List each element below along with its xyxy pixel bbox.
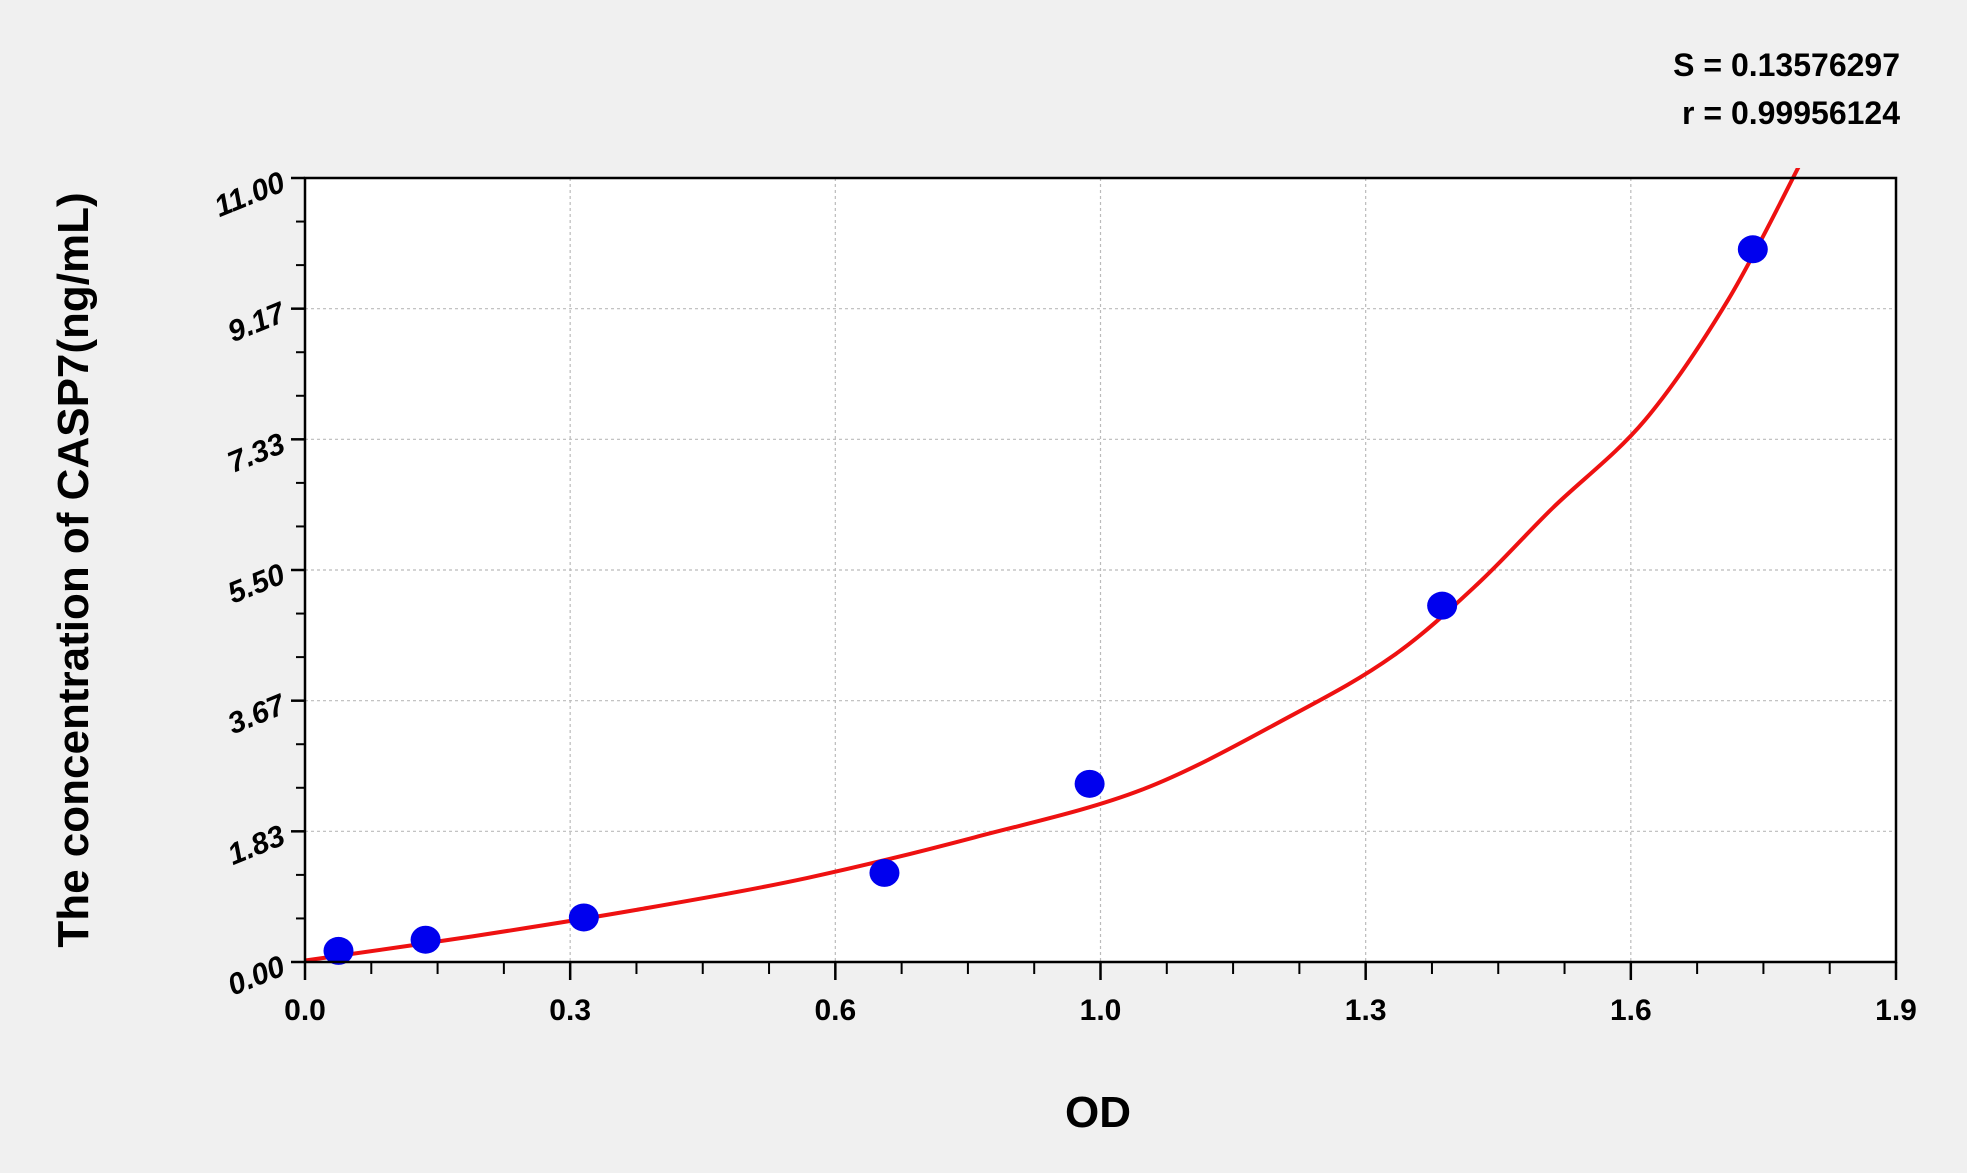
data-point	[410, 925, 441, 954]
data-point	[1074, 769, 1105, 798]
x-tick-label: 1.0	[1080, 994, 1122, 1027]
y-tick-label: 7.33	[223, 427, 290, 480]
y-tick-label: 5.50	[223, 558, 290, 611]
y-tick-label: 9.17	[223, 296, 291, 349]
data-points	[323, 235, 1768, 965]
x-tick-label: 0.3	[549, 994, 591, 1027]
y-axis-label: The concentration of CASP7(ng/mL)	[49, 192, 98, 947]
y-tick-label: 11.00	[210, 166, 290, 224]
x-tick-label: 0.0	[284, 994, 326, 1027]
x-tick-label: 1.3	[1345, 994, 1387, 1027]
y-tick-label: 3.67	[223, 688, 291, 741]
x-axis-label: OD	[1065, 1088, 1131, 1137]
x-tick-label: 0.6	[814, 994, 856, 1027]
ticks	[291, 176, 1898, 980]
fit-curve	[305, 168, 1801, 962]
x-tick-label: 1.6	[1610, 994, 1652, 1027]
y-tick-label: 1.83	[223, 819, 290, 872]
data-point	[323, 936, 354, 965]
data-point	[568, 903, 599, 932]
x-tick-label: 1.9	[1875, 994, 1917, 1027]
plot-border	[303, 176, 1898, 964]
stat-r: r = 0.99956124	[1682, 95, 1900, 131]
data-point	[1427, 591, 1458, 620]
y-tick-label: 0.00	[223, 950, 290, 1003]
data-point	[869, 858, 900, 887]
data-point	[1737, 235, 1768, 264]
stat-s: S = 0.13576297	[1673, 47, 1900, 83]
grid	[305, 178, 1896, 962]
